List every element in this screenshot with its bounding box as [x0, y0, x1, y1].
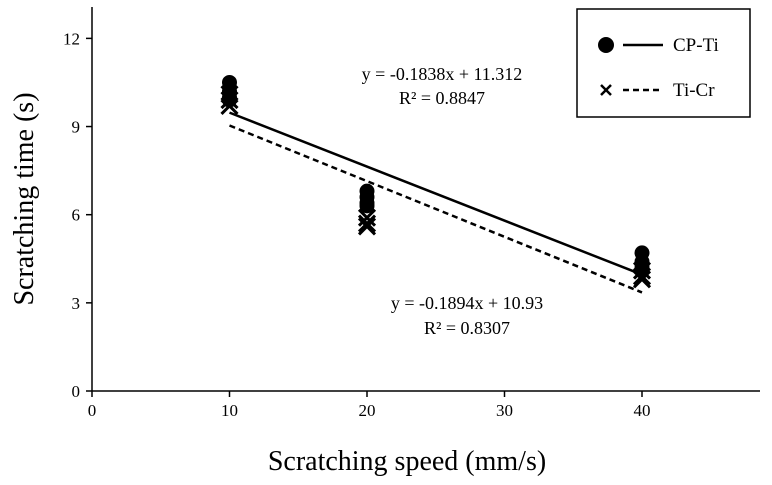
x-tick-label: 30 [496, 401, 513, 420]
ticr-r2: R² = 0.8307 [424, 318, 510, 338]
point-cp-ti [359, 198, 375, 214]
ticr-equation: y = -0.1894x + 10.93 [391, 293, 543, 313]
y-tick-label: 12 [63, 29, 80, 48]
legend-ticr-label: Ti-Cr [673, 80, 715, 101]
y-tick-label: 6 [72, 206, 81, 225]
point-ti-cr [357, 217, 377, 236]
x-tick-label: 0 [88, 401, 97, 420]
point-ti-cr [357, 214, 377, 233]
legend-cpti-marker [598, 37, 614, 53]
x-tick-label: 20 [359, 401, 376, 420]
legend-cpti-label: CP-Ti [673, 35, 719, 56]
legend: CP-Ti Ti-Cr [576, 8, 751, 118]
axis-ticks: 0 10 20 30 40 0 3 6 9 12 [63, 29, 651, 420]
point-cp-ti [222, 92, 237, 108]
legend-ticr-marker [600, 84, 612, 96]
y-tick-label: 0 [72, 382, 81, 401]
cpti-r2: R² = 0.8847 [399, 88, 485, 108]
trendline-ti-cr [229, 124, 643, 294]
x-axis-title: Scratching speed (mm/s) [268, 446, 546, 477]
cpti-equation: y = -0.1838x + 11.312 [362, 64, 523, 84]
legend-box [576, 8, 751, 118]
point-cp-ti [634, 260, 650, 276]
y-tick-label: 3 [72, 294, 81, 313]
trendline-cp-ti [229, 111, 643, 276]
trendlines [229, 111, 643, 294]
point-ti-cr [632, 270, 652, 289]
x-tick-label: 40 [634, 401, 651, 420]
x-tick-label: 10 [221, 401, 238, 420]
y-axis-title: Scratching time (s) [9, 92, 40, 305]
y-tick-label: 9 [72, 118, 81, 137]
data-points [220, 74, 652, 289]
